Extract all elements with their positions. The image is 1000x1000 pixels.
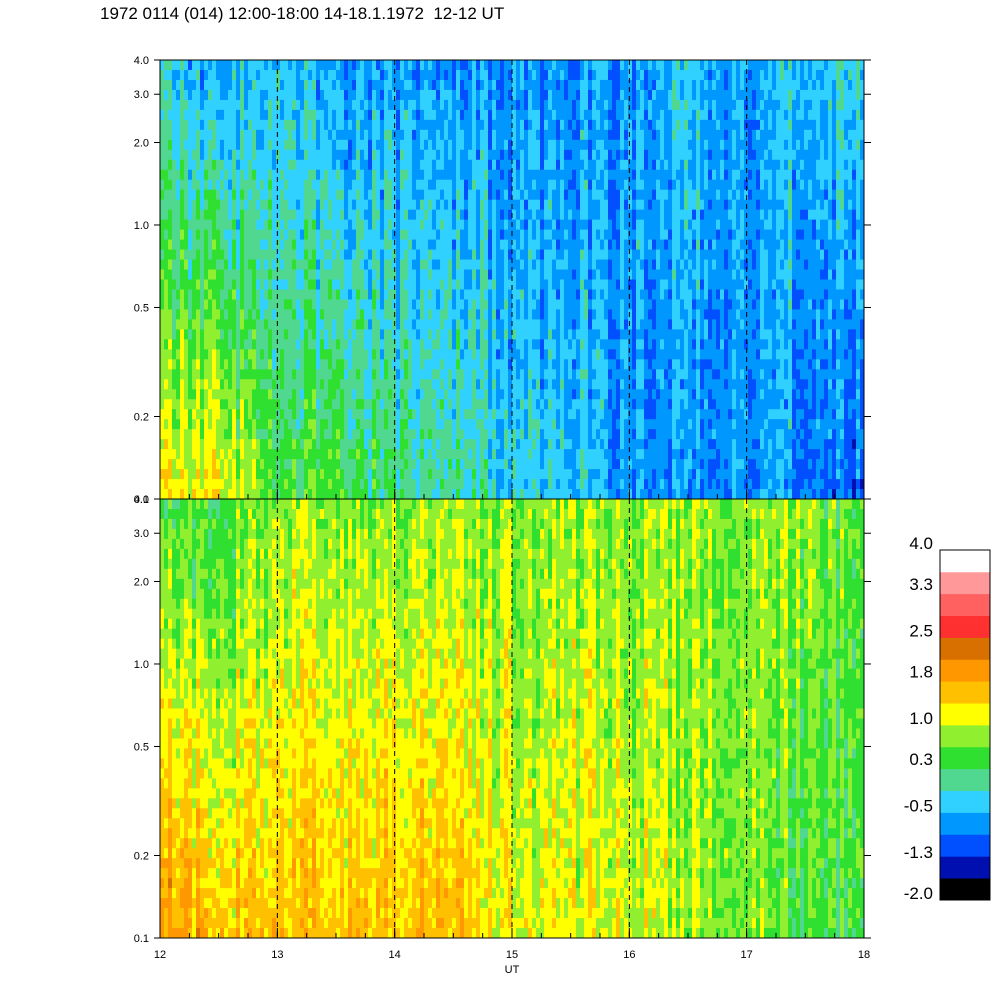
colorbar-label: -0.5 [904, 797, 933, 816]
top-spectrogram-field [160, 60, 864, 499]
top-ytick-label: 2.0 [134, 137, 149, 149]
colorbar-label: 1.8 [909, 662, 933, 681]
colorbar-swatch [940, 878, 990, 901]
bottom-ytick-label: 4.0 [134, 494, 149, 506]
bottom-ytick-label: 0.1 [134, 933, 149, 945]
xtick-label: 15 [506, 949, 518, 961]
colorbar-label: -2.0 [904, 884, 933, 903]
colorbar-swatch [940, 746, 990, 770]
bottom-ytick-label: 2.0 [134, 576, 149, 588]
colorbar-swatch [940, 790, 990, 813]
colorbar-label: 1.0 [909, 709, 933, 728]
xtick-label: 13 [271, 949, 283, 961]
chart-title: 1972 0114 (014) 12:00-18:00 14-18.1.1972… [100, 4, 505, 23]
top-ytick-label: 1.0 [134, 220, 149, 232]
xtick-label: 17 [741, 949, 753, 961]
bottom-ytick-label: 1.0 [134, 659, 149, 671]
colorbar-swatch [940, 768, 990, 792]
bottom-ytick-label: 0.5 [134, 741, 149, 753]
colorbar-swatch [940, 834, 990, 857]
bottom-ytick-label: 0.2 [134, 851, 149, 863]
colorbar-swatch [940, 637, 990, 660]
colorbar-frame [939, 549, 991, 901]
colorbar-swatch [940, 593, 990, 617]
colorbar-label: -1.3 [904, 843, 933, 862]
colorbar-swatch [940, 703, 990, 726]
colorbar-swatch [940, 615, 990, 638]
bottom-panel: 4.0 3.0 2.0 1.0 0.5 0.2 0.1 12 13 14 15 16 17 18 UT [134, 494, 871, 976]
x-axis-label: UT [505, 964, 520, 976]
colorbar-label: 2.5 [909, 622, 933, 641]
colorbar-swatch [940, 659, 990, 682]
colorbar-swatch [940, 725, 990, 748]
colorbar: 4.0 3.3 2.5 1.8 1.0 0.3 -0.5 -1.3 -2.0 [904, 534, 991, 903]
bottom-ytick-label: 3.0 [134, 528, 149, 540]
colorbar-swatch [940, 856, 990, 879]
top-ytick-label: 3.0 [134, 89, 149, 101]
colorbar-label: 0.3 [909, 750, 933, 769]
xtick-label: 16 [623, 949, 635, 961]
colorbar-swatch [940, 812, 990, 835]
colorbar-swatch [940, 681, 990, 704]
top-ytick-label: 0.2 [134, 412, 149, 424]
xtick-label: 14 [389, 949, 401, 961]
top-ytick-label: 0.1 [134, 494, 149, 506]
top-ytick-label: 4.0 [134, 55, 149, 67]
xtick-label: 12 [154, 949, 166, 961]
colorbar-label: 3.3 [909, 575, 933, 594]
xtick-label: 18 [858, 949, 870, 961]
top-ytick-label: 0.5 [134, 302, 149, 314]
colorbar-swatch [940, 571, 990, 595]
colorbar-label: 4.0 [909, 534, 933, 553]
top-panel: 4.0 3.0 2.0 1.0 0.5 0.2 0.1 [134, 55, 871, 506]
colorbar-swatch [940, 550, 990, 573]
